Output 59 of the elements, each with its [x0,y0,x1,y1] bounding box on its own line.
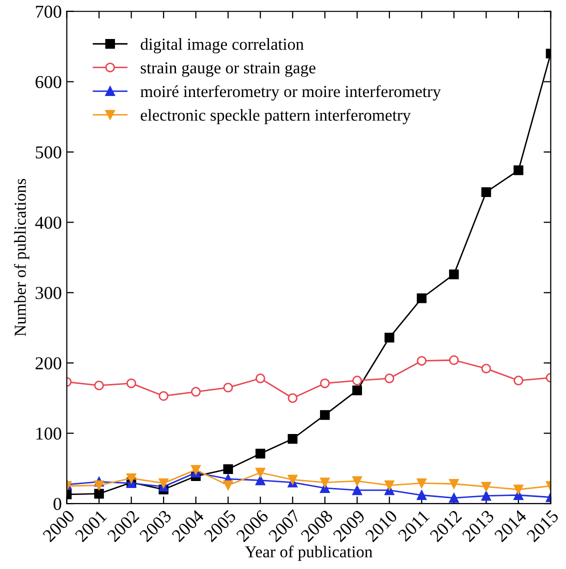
x-tick-label: 2011 [398,510,430,542]
point [384,332,394,342]
legend-label: electronic speckle pattern interferometry [140,108,411,124]
y-tick-label: 600 [36,76,62,88]
point [449,493,459,503]
point [352,485,362,496]
point [288,434,298,444]
point [190,386,201,397]
point [514,165,524,176]
point [320,478,330,488]
point [352,386,362,396]
point [256,476,266,486]
point [514,376,524,386]
point [481,490,492,501]
y-tick-label: 500 [36,146,62,158]
point [416,478,427,488]
point [94,380,104,390]
point [481,187,492,197]
x-axis-title: Year of publication [244,546,372,561]
legend-label: digital image correlation [140,38,304,54]
point [320,410,330,420]
point [223,382,233,392]
point [94,488,104,499]
y-axis-title: Number of publications [14,178,30,336]
y-tick-label: 400 [35,216,62,229]
point [288,474,298,485]
point [223,480,233,490]
point [352,376,362,386]
point [288,393,298,403]
legend-label: strain gauge or strain gage [140,62,316,77]
point [384,480,394,490]
point [256,448,266,459]
point [320,378,330,388]
legend-label: moiré interferometry or moire interferometry [140,85,441,101]
y-tick-label: 0 [54,498,62,510]
point [126,473,136,484]
point [126,378,136,388]
point [384,374,394,384]
point [94,480,104,490]
point [190,464,201,475]
point [416,356,427,366]
point [481,482,492,492]
point [256,468,266,478]
y-tick-label: 200 [36,357,62,370]
point [416,293,427,304]
point [158,391,168,401]
point [158,478,168,488]
point [223,464,233,474]
point [449,269,459,280]
point [449,479,459,489]
point [352,476,362,486]
y-tick-label: 300 [36,286,62,300]
y-tick-label: 100 [36,428,62,440]
point [481,364,492,374]
point [449,355,459,365]
point [416,490,427,500]
point [514,484,524,494]
point [256,374,266,384]
y-tick-label: 700 [36,6,62,18]
